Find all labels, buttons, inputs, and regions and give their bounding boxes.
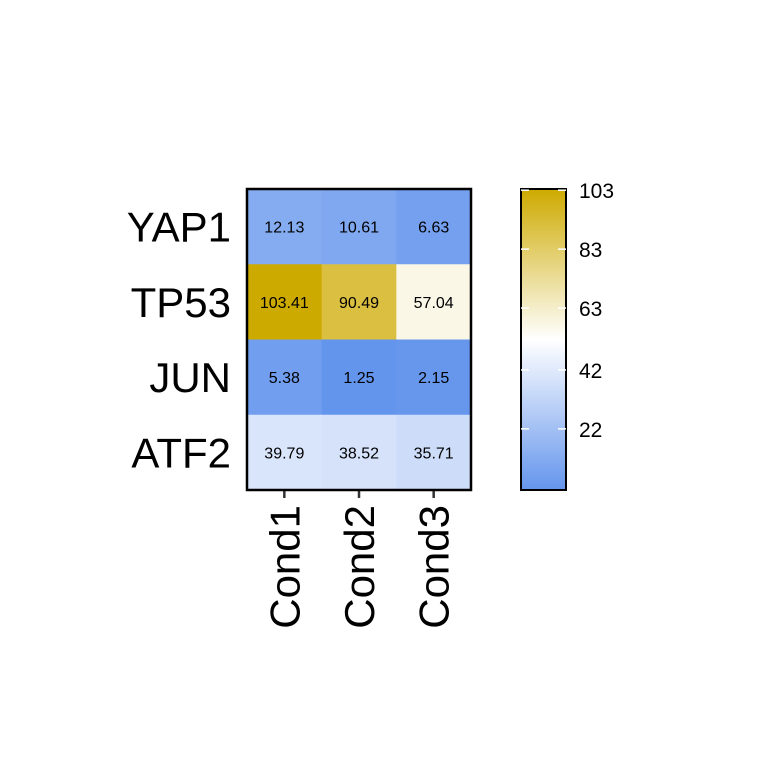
legend-tick-label: 42 xyxy=(579,360,602,383)
heatmap-cell xyxy=(247,414,323,491)
heatmap-cell xyxy=(396,339,472,416)
cell-value-label: 5.38 xyxy=(269,370,300,387)
x-axis: Cond1 Cond2 Cond3 xyxy=(261,490,458,629)
row-labels: YAP1 TP53 JUN ATF2 xyxy=(127,204,231,477)
legend-tick-label: 83 xyxy=(579,239,602,262)
legend-tick-label: 103 xyxy=(579,180,614,203)
cell-value-label: 57.04 xyxy=(414,295,454,312)
row-label: ATF2 xyxy=(131,429,231,476)
heatmap-cell xyxy=(247,189,323,265)
cell-value-label: 39.79 xyxy=(264,445,304,462)
heatmap-cell xyxy=(321,339,397,416)
legend-color-bar xyxy=(520,188,567,491)
cell-value-label: 2.15 xyxy=(418,370,449,387)
heatmap-cell xyxy=(247,264,323,340)
heatmap-cell xyxy=(396,189,472,265)
row-label: TP53 xyxy=(131,279,231,326)
cell-value-label: 90.49 xyxy=(339,295,379,312)
heatmap-cell xyxy=(396,414,472,491)
heatmap-cell xyxy=(247,339,323,416)
heatmap-cells: 12.13 10.61 6.63 103.41 90.49 57.04 5.38 1.25 2.… xyxy=(247,189,472,491)
cell-value-label: 38.52 xyxy=(339,445,379,462)
column-label: Cond3 xyxy=(411,505,458,629)
cell-value-label: 103.41 xyxy=(260,295,309,312)
cell-value-label: 12.13 xyxy=(264,220,304,237)
heatmap-cell xyxy=(321,189,397,265)
cell-value-label: 1.25 xyxy=(343,370,374,387)
cell-value-label: 6.63 xyxy=(418,220,449,237)
row-label: YAP1 xyxy=(127,204,231,251)
legend-ticks: 22 42 63 83 103 xyxy=(521,180,614,442)
column-label: Cond2 xyxy=(336,505,383,629)
heatmap-cell xyxy=(321,264,397,340)
heatmap-cell xyxy=(396,264,472,340)
cell-value-label: 10.61 xyxy=(339,220,379,237)
legend-tick-label: 63 xyxy=(579,298,602,321)
heatmap-border xyxy=(245,187,473,492)
column-label: Cond1 xyxy=(261,505,308,629)
heatmap-cell xyxy=(321,414,397,491)
row-label: JUN xyxy=(149,354,231,401)
color-legend: 22 42 63 83 103 xyxy=(520,180,614,491)
cell-value-label: 35.71 xyxy=(414,445,454,462)
legend-tick-label: 22 xyxy=(579,419,602,442)
